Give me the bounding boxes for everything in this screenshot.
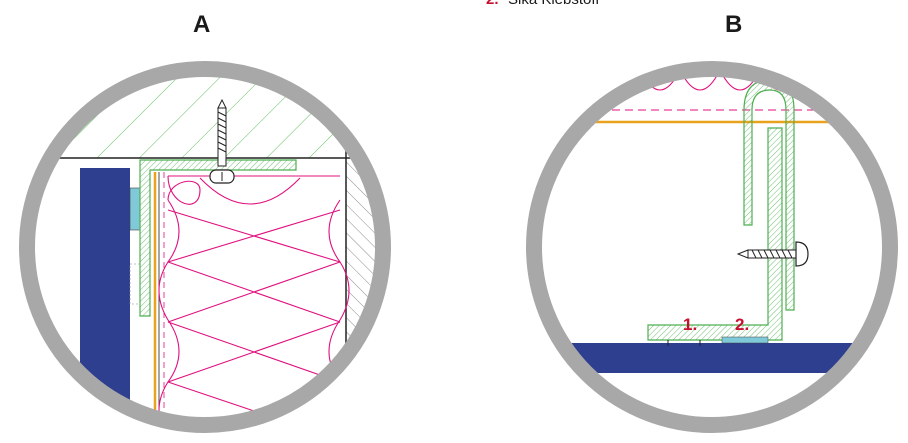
panel-label-b: B <box>725 11 742 38</box>
adhesive-strip <box>129 187 141 231</box>
adhesive-strip <box>721 336 769 344</box>
ring-b <box>526 61 898 433</box>
angle-bracket <box>647 127 783 341</box>
panel-label-a: A <box>193 11 210 38</box>
facade-profile <box>560 343 860 373</box>
detail-b: 1. 2. <box>534 69 890 425</box>
legend-number: 2. <box>486 0 499 8</box>
ring-a <box>19 61 391 433</box>
clip-profile <box>743 79 795 311</box>
legend-text: Sika Klebstoff <box>508 0 600 8</box>
screw-icon <box>736 241 809 267</box>
callout-2: 2. <box>735 315 749 334</box>
angle-bracket <box>139 159 297 317</box>
callout-1: 1. <box>683 315 697 334</box>
screw-icon <box>209 98 235 184</box>
legend-item-2: 2. Sika Klebstoff <box>486 0 600 8</box>
